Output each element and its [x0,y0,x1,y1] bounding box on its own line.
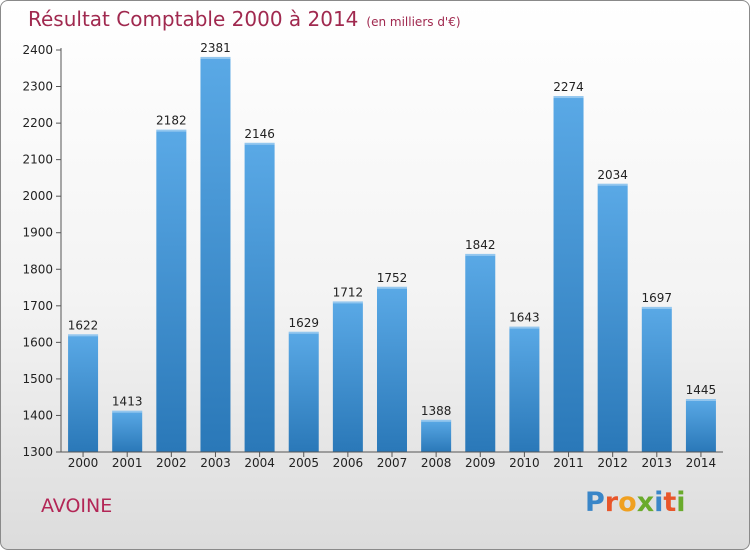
chart-subtitle: (en milliers d'€) [366,15,461,29]
x-tick-label: 2014 [686,456,717,470]
logo-letter: i [654,487,664,518]
data-label-2001: 1413 [112,395,143,409]
data-label-2005: 1629 [288,316,319,330]
bar-highlight [377,286,407,289]
bar-highlight [112,410,143,413]
x-tick-label: 2008 [421,456,452,470]
x-tick-label: 2012 [597,456,628,470]
logo-letter: t [663,487,677,518]
bar-2000 [68,334,99,452]
data-label-2003: 2381 [200,41,231,55]
x-tick-label: 2007 [377,456,408,470]
data-label-2012: 2034 [597,168,628,182]
data-label-2000: 1622 [68,318,99,332]
bar-highlight [332,301,363,304]
bar-highlight [200,56,231,59]
x-tick-label: 2003 [200,456,231,470]
logo-letter: x [636,487,655,518]
data-label-2004: 2146 [244,127,275,141]
data-label-2011: 2274 [553,80,584,94]
bar-2006 [332,301,363,452]
bar-highlight [421,419,452,422]
bar-2011 [553,96,584,452]
x-tick-label: 2000 [68,456,99,470]
bar-2013 [641,306,672,452]
x-tick-label: 2009 [465,456,496,470]
y-tick-label: 1400 [22,408,53,422]
logo-letter: P [585,487,605,518]
logo-letter: r [604,487,619,518]
y-tick-label: 2400 [22,43,53,57]
bars-group: 1622 1413 2182 2381 2146 1629 1712 1752 1388 1842… [68,41,717,453]
y-tick-label: 1300 [22,445,53,459]
commune-name: AVOINE [41,495,113,517]
x-tick-label: 2010 [509,456,540,470]
logo-letter: i [676,487,686,518]
logo-letter: o [618,487,637,518]
bar-2014 [685,399,716,452]
bar-2001 [112,410,143,452]
bar-highlight [465,253,496,256]
data-label-2002: 2182 [156,114,187,128]
bar-2008 [421,419,452,452]
bar-2005 [288,331,319,452]
bar-highlight [509,326,540,329]
bar-2007 [377,286,407,452]
y-tick-label: 1600 [22,335,53,349]
data-label-2007: 1752 [377,271,408,285]
bar-2003 [200,56,231,453]
bar-highlight [68,334,99,337]
x-tick-label: 2004 [244,456,275,470]
y-tick-label: 1900 [22,226,53,240]
y-axis: 1300 1400 1500 1600 1700 1800 1900 2000 2100 2200… [22,43,62,459]
bar-2009 [465,253,496,452]
x-tick-label: 2006 [333,456,364,470]
data-label-2010: 1643 [509,311,540,325]
y-tick-label: 2200 [22,116,53,130]
x-tick-label: 2005 [288,456,319,470]
data-label-2014: 1445 [686,383,717,397]
x-tick-label: 2011 [553,456,584,470]
x-tick-label: 2001 [112,456,143,470]
data-label-2008: 1388 [421,404,452,418]
bar-2004 [244,142,275,453]
y-tick-label: 1500 [22,372,53,386]
bar-highlight [244,142,275,145]
chart-title: Résultat Comptable 2000 à 2014 (en millie… [28,7,461,31]
y-tick-label: 2100 [22,153,53,167]
data-label-2009: 1842 [465,238,496,252]
y-tick-label: 1700 [22,299,53,313]
x-tick-label: 2013 [642,456,673,470]
data-label-2013: 1697 [642,291,673,305]
bar-highlight [553,96,584,99]
data-label-2006: 1712 [333,285,364,299]
title-text: Résultat Comptable 2000 à 2014 [28,7,359,31]
y-tick-label: 1800 [22,262,53,276]
bar-2012 [597,183,628,453]
y-tick-label: 2300 [22,80,53,94]
bar-highlight [685,399,716,402]
bar-highlight [156,129,187,132]
bar-2002 [156,129,187,452]
bar-highlight [288,331,319,334]
proxiti-logo: Proxiti [585,487,686,518]
x-axis: 2000 2001 2002 2003 2004 2005 2006 2007 2008 2009… [61,451,723,470]
x-tick-label: 2002 [156,456,187,470]
bar-2010 [509,326,540,452]
bar-highlight [641,306,672,309]
bar-highlight [597,183,628,186]
y-tick-label: 2000 [22,189,53,203]
